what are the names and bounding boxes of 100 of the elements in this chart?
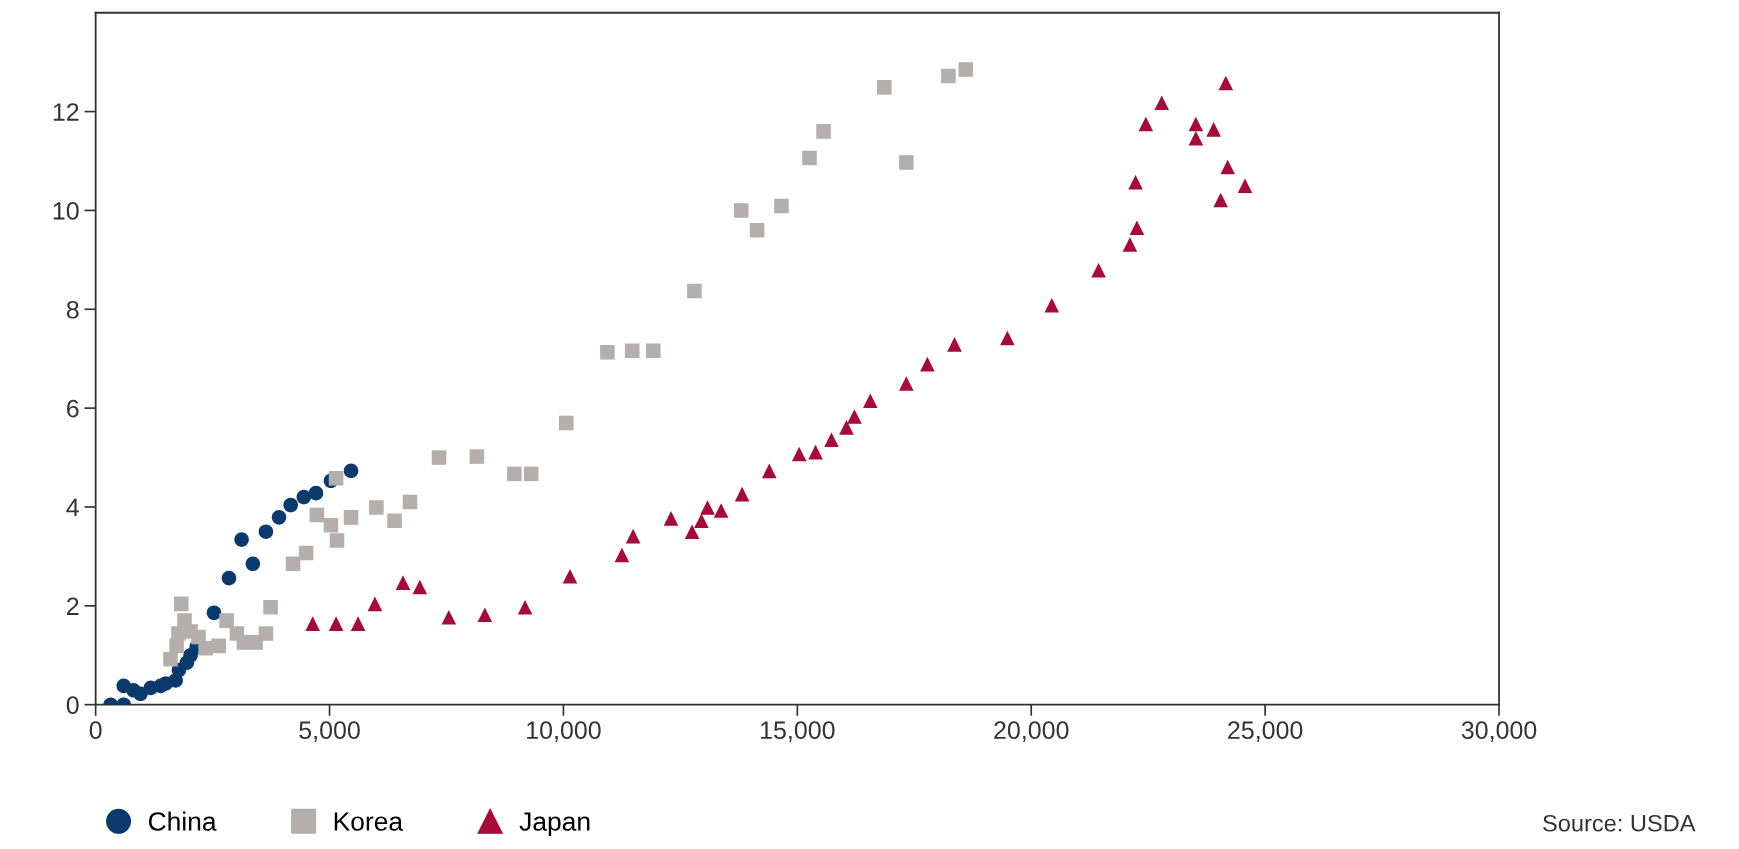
point <box>1218 75 1234 91</box>
point <box>283 497 298 513</box>
point <box>271 510 287 525</box>
point <box>941 68 956 84</box>
point <box>469 449 485 464</box>
point <box>687 283 702 299</box>
point <box>808 444 823 460</box>
legend-label: Japan <box>519 812 590 837</box>
point <box>387 513 402 529</box>
point <box>839 420 854 435</box>
point <box>1188 116 1204 132</box>
point <box>258 626 274 641</box>
point <box>749 222 765 238</box>
point <box>211 638 226 654</box>
point <box>245 556 261 572</box>
point <box>1122 237 1138 252</box>
point <box>1237 178 1253 193</box>
point <box>517 600 533 615</box>
point <box>1220 159 1235 175</box>
point <box>733 203 749 218</box>
x-tick-label: 30,000 <box>1461 721 1537 742</box>
point <box>824 432 839 448</box>
point <box>624 343 640 359</box>
point <box>1044 298 1060 313</box>
point <box>523 466 539 482</box>
point <box>296 489 312 505</box>
x-tick-label: 5,000 <box>299 721 360 742</box>
point <box>173 596 189 612</box>
point <box>285 556 301 572</box>
point <box>1091 262 1106 278</box>
y-tick-label: 2 <box>67 597 79 615</box>
point <box>441 609 457 625</box>
point <box>863 393 878 408</box>
y-tick-label: 4 <box>66 498 79 517</box>
point <box>614 547 630 563</box>
point <box>395 575 411 590</box>
legend-label: Korea <box>334 812 404 831</box>
point <box>694 513 709 529</box>
point <box>1128 174 1143 190</box>
x-tick-label: 10,000 <box>527 721 601 742</box>
point <box>402 494 418 510</box>
y-tick-label: 6 <box>67 399 79 418</box>
point <box>219 613 234 628</box>
y-tick-label: 12 <box>53 103 79 121</box>
point <box>734 486 750 502</box>
point <box>328 616 344 631</box>
point <box>1154 95 1170 110</box>
point <box>1206 122 1221 137</box>
point <box>206 605 222 621</box>
point <box>308 485 324 501</box>
point <box>343 510 359 525</box>
point <box>328 471 344 486</box>
point <box>816 124 831 139</box>
source-note: Source: USDA <box>1543 814 1696 832</box>
point <box>367 596 383 612</box>
point <box>1129 220 1145 236</box>
point <box>625 528 641 544</box>
point <box>298 545 314 561</box>
point <box>507 466 522 482</box>
point <box>431 450 447 465</box>
point <box>323 517 339 533</box>
point <box>958 62 974 77</box>
point <box>234 532 249 547</box>
point <box>802 150 817 166</box>
point <box>221 570 237 586</box>
point <box>263 600 278 615</box>
point <box>791 446 807 462</box>
point <box>774 198 789 214</box>
point <box>663 511 679 526</box>
point <box>947 337 962 352</box>
point <box>847 409 862 424</box>
point <box>477 607 493 622</box>
x-tick-label: 25,000 <box>1228 721 1303 742</box>
legend-label: China <box>148 811 217 831</box>
point <box>309 507 325 523</box>
point <box>558 415 574 431</box>
point <box>343 463 359 479</box>
point <box>700 500 715 515</box>
point <box>305 616 320 631</box>
point <box>1188 130 1204 146</box>
point <box>1138 116 1154 132</box>
point <box>562 568 578 584</box>
point <box>1000 330 1015 346</box>
point <box>761 463 777 479</box>
point <box>899 376 914 391</box>
point <box>645 343 661 359</box>
point <box>684 524 700 539</box>
point <box>877 80 892 95</box>
point <box>412 579 428 595</box>
y-tick-label: 10 <box>53 202 79 220</box>
point <box>329 533 345 548</box>
point <box>713 503 729 518</box>
point <box>369 500 384 515</box>
point <box>350 616 366 631</box>
y-tick-label: 0 <box>66 696 79 714</box>
point <box>163 651 178 667</box>
point <box>258 524 274 539</box>
x-tick-label: 20,000 <box>994 721 1069 742</box>
point <box>600 344 615 360</box>
point <box>899 155 914 170</box>
